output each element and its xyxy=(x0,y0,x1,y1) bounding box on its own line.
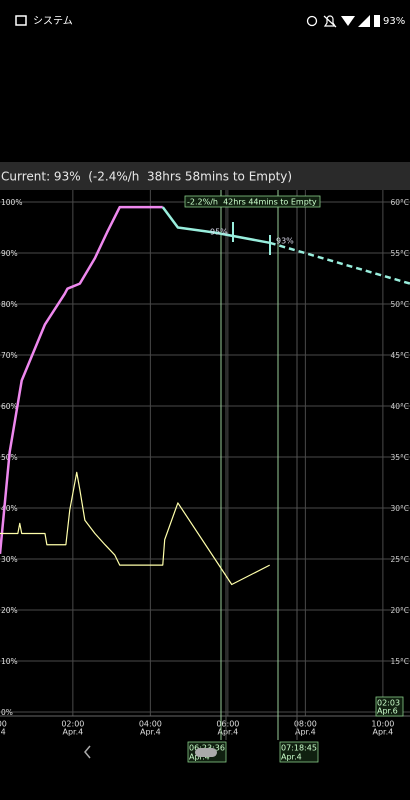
x-tick-label: 02:00 xyxy=(61,720,84,729)
mute-icon xyxy=(323,15,337,28)
end-time-box xyxy=(375,696,404,717)
y2-tick-label: 15°C xyxy=(390,657,409,666)
cursor-date: Apr.4 xyxy=(189,753,210,762)
end-date: Apr.6 xyxy=(377,707,398,716)
cursor-date: Apr.4 xyxy=(281,753,302,762)
battery-line xyxy=(269,241,410,285)
y2-tick-label: 20°C xyxy=(390,606,409,615)
y2-tick-label: 55°C xyxy=(390,249,409,258)
x-tick-label: 10:00 xyxy=(371,720,394,729)
x-tick-label: 08:00 xyxy=(294,720,317,729)
y-tick-label: 80% xyxy=(1,300,18,309)
wifi-icon xyxy=(341,16,355,26)
signal-icon xyxy=(358,15,370,27)
y-tick-label: 10% xyxy=(1,657,18,666)
home-button[interactable] xyxy=(195,748,217,757)
y2-tick-label: 40°C xyxy=(390,402,409,411)
cursor-level: 95% xyxy=(210,228,228,237)
gallery-icon xyxy=(15,15,27,26)
y-tick-label: 20% xyxy=(1,606,18,615)
status-battery: 93% xyxy=(383,16,405,27)
battery-line xyxy=(161,206,270,245)
y-tick-label: 70% xyxy=(1,351,18,360)
y-tick-label: 30% xyxy=(1,555,18,564)
status-app: システム xyxy=(33,15,73,27)
y2-tick-label: 45°C xyxy=(390,351,409,360)
header-bar xyxy=(0,162,410,190)
y-tick-label: 100% xyxy=(1,198,22,207)
y-tick-label: 0% xyxy=(1,708,13,717)
x-tick-date: Apr.4 xyxy=(295,728,316,737)
cursor-level: 93% xyxy=(276,237,294,246)
cursor-time: 07:18:45 xyxy=(281,744,317,753)
y2-tick-label: 25°C xyxy=(390,555,409,564)
y-tick-label: 40% xyxy=(1,504,18,513)
x-tick-date: Apr.4 xyxy=(140,728,161,737)
alarm-icon xyxy=(306,15,318,27)
y2-tick-label: 50°C xyxy=(390,300,409,309)
x-tick-label: 04:00 xyxy=(139,720,162,729)
x-tick-date: Apr.4 xyxy=(62,728,83,737)
x-tick-date: Apr.4 xyxy=(372,728,393,737)
estimate-label: -2.2%/h 42hrs 44mins to Empty xyxy=(187,198,317,207)
battery-line xyxy=(0,205,163,555)
back-button[interactable] xyxy=(84,745,91,759)
temperature-line xyxy=(0,471,270,586)
x-tick-date: Apr.4 xyxy=(217,728,238,737)
y2-tick-label: 35°C xyxy=(390,453,409,462)
x-tick-label: 06:00 xyxy=(216,720,239,729)
end-time: 02:03 xyxy=(377,699,400,708)
estimate-box xyxy=(184,195,321,208)
y-tick-label: 60% xyxy=(1,402,18,411)
battery-icon xyxy=(374,15,380,27)
header-text: Current: 93% (-2.4%/h 38hrs 58mins to Em… xyxy=(1,170,292,184)
y2-tick-label: 30°C xyxy=(390,504,409,513)
chart[interactable]: 0%10%20%30%40%50%60%70%80%90%100%15°C20°… xyxy=(0,190,410,763)
y-tick-label: 90% xyxy=(1,249,18,258)
cursor-time-box xyxy=(279,741,319,763)
y2-tick-label: 60°C xyxy=(390,198,409,207)
x-tick-date: Apr.4 xyxy=(0,728,6,737)
x-tick-label: 00:00 xyxy=(0,720,7,729)
